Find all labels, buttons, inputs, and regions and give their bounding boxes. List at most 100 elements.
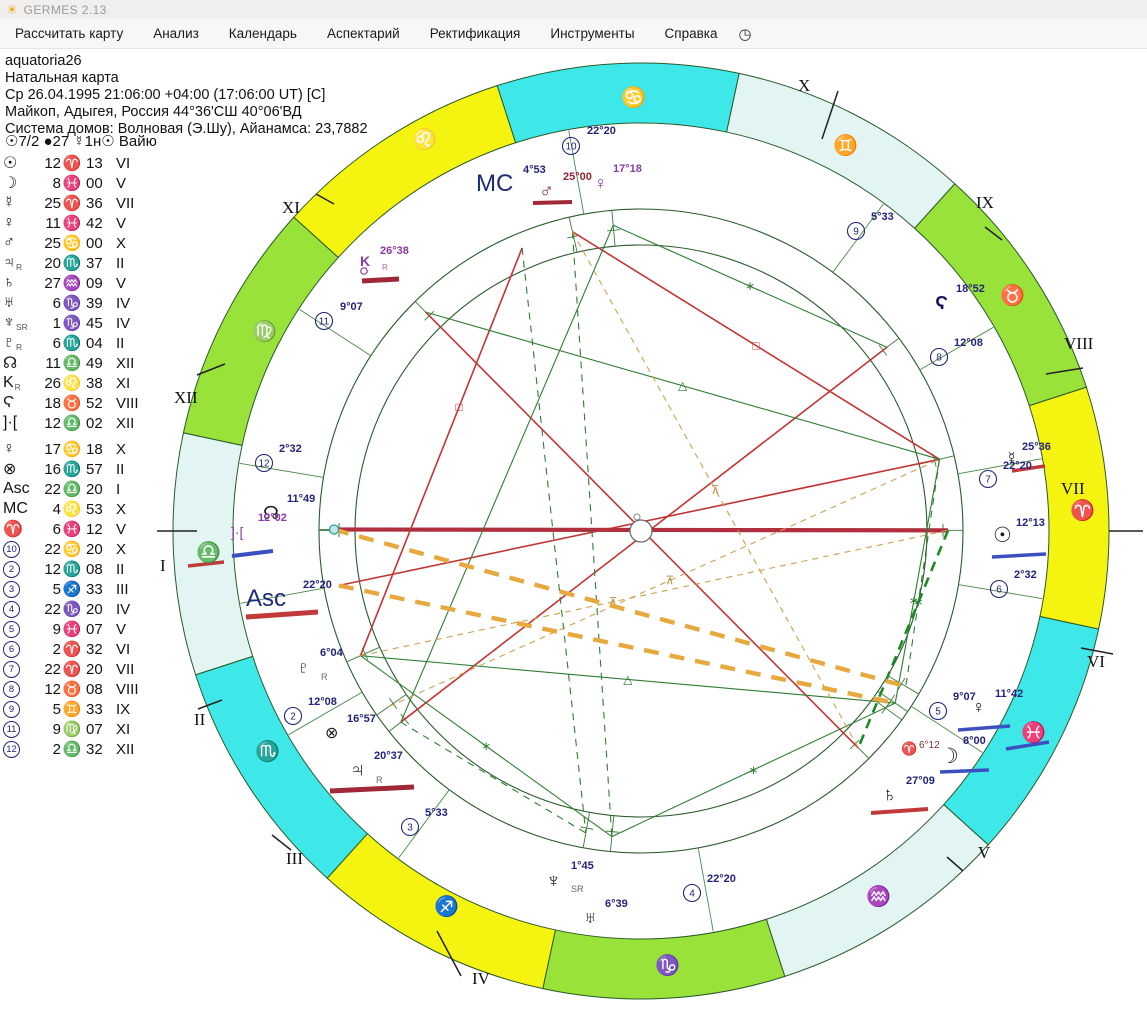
cusp-number-circle (682, 883, 702, 903)
house-axis-tick (436, 930, 462, 977)
cusp-degree: 9°07 (340, 301, 363, 313)
status-line: ☉7/2 ●27 ☿1н☉ Вайю (5, 133, 157, 150)
menu-item-help[interactable]: Справка (664, 26, 718, 41)
cusp-number: 12 (258, 459, 270, 470)
zodiac-band-segment (195, 655, 369, 879)
cusp-number: 8 (936, 353, 942, 364)
planet-row: ♂ 25 ♋ 00 X (3, 234, 127, 252)
cusp-degree: 22°20 (587, 125, 616, 137)
menu-item-calendar[interactable]: Календарь (228, 26, 297, 41)
aspect-sun-saturn (857, 529, 950, 749)
planet-row: ⊗ 16 ♏ 57 II (3, 460, 125, 479)
aspect-mars-mercury (572, 231, 940, 461)
uranus-label: ♅ (584, 908, 597, 927)
neptune-label: ♆ (546, 870, 561, 892)
planet-row: 3 5 ♐ 33 III (3, 579, 139, 599)
mars-label: ♂ (539, 180, 554, 202)
cusp-number-circle (283, 706, 303, 726)
pisces-underline (1005, 740, 1050, 751)
planet-row: ♅ 6 ♑ 39 IV (3, 294, 131, 312)
sun-underline (991, 552, 1047, 559)
cusp-number-circle (989, 579, 1009, 599)
planet-row: ♃ R 20 ♏ 37 II (3, 254, 125, 272)
planet-cross-tick-venus (897, 677, 906, 690)
planet-row: 10 22 ♋ 20 X (3, 539, 139, 559)
aspect-symbol: △ (623, 672, 633, 686)
house-axis-tick (1045, 367, 1084, 375)
chiron-retro: R (382, 263, 388, 272)
house-roman-numeral: XI (282, 198, 300, 217)
planet-tick-moon (877, 690, 908, 712)
menu-item-tools[interactable]: Инструменты (550, 26, 635, 41)
chiron-label: K (360, 253, 370, 269)
aspect-mars-uranus (571, 231, 613, 837)
planet-cross-tick-selena (607, 229, 621, 232)
planet-row: ♀ 17 ♋ 18 X (3, 440, 127, 458)
sun-icon: ☀ (6, 2, 18, 17)
house-cusp-line-6 (958, 584, 1043, 600)
house-number-icon: 3 (3, 580, 20, 598)
menu-item-analysis[interactable]: Анализ (153, 26, 199, 41)
house-cusp-line-1 (240, 587, 325, 604)
aries-point-degree: 6°12 (919, 740, 940, 751)
house-roman-numeral: IV (472, 969, 491, 988)
planet-row: ☉ 12 ♈ 13 VI (3, 154, 131, 173)
cusp-number: 9 (853, 227, 859, 238)
moon-underline (939, 768, 990, 774)
wmoon-degree: 12°02 (258, 512, 287, 524)
cusp-degree: 12°08 (308, 696, 337, 708)
cusp-number: 6 (996, 585, 1002, 596)
aspect-pluto-moon (360, 655, 896, 704)
sun-label: ☉ (993, 524, 1012, 547)
cusp-degree: 22°20 (1003, 460, 1032, 472)
zodiac-band-segment (943, 615, 1100, 846)
house-roman-numeral: VIII (1064, 334, 1094, 353)
asc-underline (245, 609, 319, 620)
planet-row: 9 5 ♊ 33 IX (3, 699, 139, 719)
house-cusp-line-10 (568, 130, 585, 215)
aspect-symbol: ⊼ (609, 595, 618, 609)
cusp-number-circle (561, 136, 581, 156)
wmoon-label: ]·[ (231, 524, 244, 540)
aspect-jupiter-neptune (400, 721, 587, 834)
menu-item-aspectarium[interactable]: Аспектарий (326, 26, 400, 41)
menu-item-rectification[interactable]: Ректификация (429, 26, 521, 41)
aspect-symbol: ⊼ (711, 483, 720, 497)
cusp-number: 11 (319, 317, 330, 328)
chiron-glyph-circle (360, 267, 368, 275)
cusp-degree: 22°20 (707, 873, 736, 885)
zodiac-band-segment (496, 62, 740, 144)
moon-degree: 8°00 (963, 735, 986, 747)
lilith-label: Ϛ (935, 293, 948, 313)
cusp-number: 7 (985, 475, 991, 486)
aspect-symbol: △ (678, 379, 688, 393)
planet-row: Asc 22 ♎ 20 I (3, 480, 121, 498)
aspect-symbol: □ (752, 339, 759, 353)
planet-tick-fortuna (376, 694, 407, 716)
saturn-underline (870, 807, 929, 815)
zodiac-sign-glyph-6: ♎ (196, 540, 221, 564)
house-number-icon: 10 (3, 540, 20, 558)
selena-degree: 17°18 (613, 163, 642, 175)
planet-tick-neptune (582, 812, 591, 848)
venus-label: ♀ (972, 697, 986, 717)
aspect-mercury-moon (894, 459, 941, 704)
mercury-degree: 25°36 (1022, 441, 1051, 453)
planet-row: 11 9 ♍ 07 XI (3, 719, 139, 739)
title-bar: ☀ GERMES 2.13 (0, 0, 1147, 19)
cusp-degree: 2°32 (1014, 569, 1037, 581)
planet-row: ♇ R 6 ♏ 04 II (3, 334, 125, 352)
jupiter-label: ♃ (350, 759, 365, 781)
aspect-chiron-mercury (425, 311, 940, 460)
menu-item-calculate-chart[interactable]: Рассчитать карту (15, 26, 124, 41)
zodiac-sign-glyph-2: ♊ (833, 133, 858, 157)
planet-row: 8 12 ♉ 08 VIII (3, 679, 139, 699)
chart-header: aquatoria26 Натальная карта Ср 26.04.199… (5, 53, 368, 138)
clock-icon[interactable]: ◷ (738, 25, 752, 43)
aspect-asc-moon (338, 583, 896, 706)
house-number-icon: 4 (3, 600, 20, 618)
house-number-icon: 7 (3, 660, 20, 678)
zodiac-sign-glyph-5: ♍ (252, 319, 277, 343)
aspect-symbol: ∗ (909, 594, 919, 608)
